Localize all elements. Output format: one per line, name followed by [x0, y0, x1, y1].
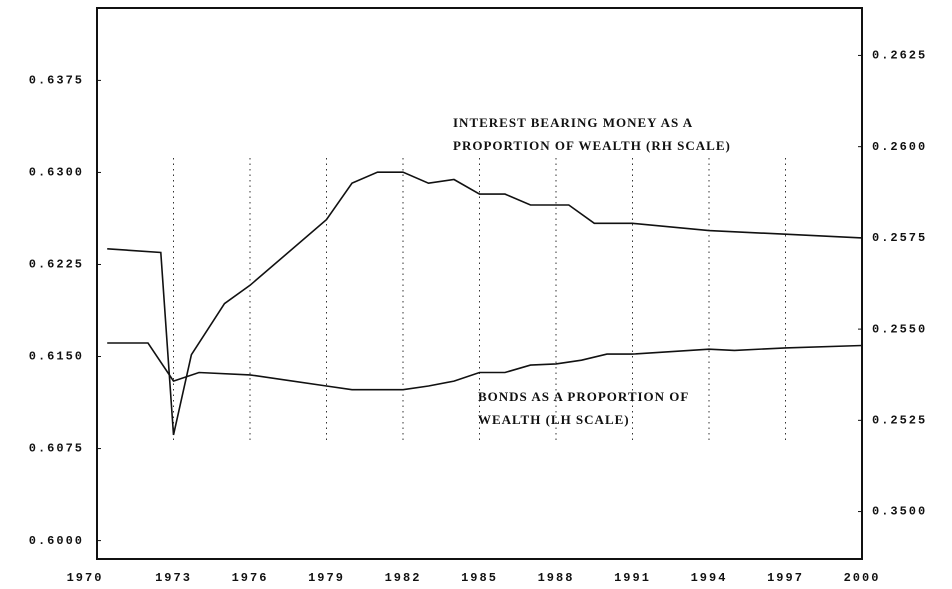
y-tick-label: 0.6075	[29, 442, 84, 456]
y-tick-label: 0.6375	[29, 74, 84, 88]
plot-frame	[96, 7, 863, 560]
x-tick-label: 2000	[844, 571, 881, 585]
x-tick-label: 1988	[538, 571, 575, 585]
x-tick-label: 1991	[614, 571, 651, 585]
x-tick-label: 1997	[767, 571, 804, 585]
y2-tick-label: 0.2525	[872, 414, 927, 428]
x-tick-label: 1973	[155, 571, 192, 585]
x-tick-label: 1985	[461, 571, 498, 585]
x-tick-label: 1976	[232, 571, 269, 585]
annotation: INTEREST BEARING MONEY AS A	[453, 115, 693, 130]
y2-tick-label: 0.2550	[872, 322, 927, 336]
annotation: WEALTH (LH SCALE)	[478, 412, 630, 427]
x-tick-label: 1970	[67, 571, 104, 585]
y2-tick-label: 0.3500	[872, 505, 927, 519]
x-tick-label: 1982	[385, 571, 422, 585]
y-tick-label: 0.6000	[29, 534, 84, 548]
y-tick-label: 0.6300	[29, 166, 84, 180]
line-series	[107, 171, 863, 436]
y2-tick-label: 0.2600	[872, 140, 927, 154]
x-tick-label: 1979	[308, 571, 345, 585]
x-tick-label: 1994	[691, 571, 728, 585]
y-tick-label: 0.6150	[29, 350, 84, 364]
line-series	[107, 342, 863, 391]
y2-tick-label: 0.2625	[872, 49, 927, 63]
y2-tick-label: 0.2575	[872, 231, 927, 245]
y-tick-label: 0.6225	[29, 258, 84, 272]
annotation: PROPORTION OF WEALTH (RH SCALE)	[453, 138, 731, 153]
annotation: BONDS AS A PROPORTION OF	[478, 389, 689, 404]
